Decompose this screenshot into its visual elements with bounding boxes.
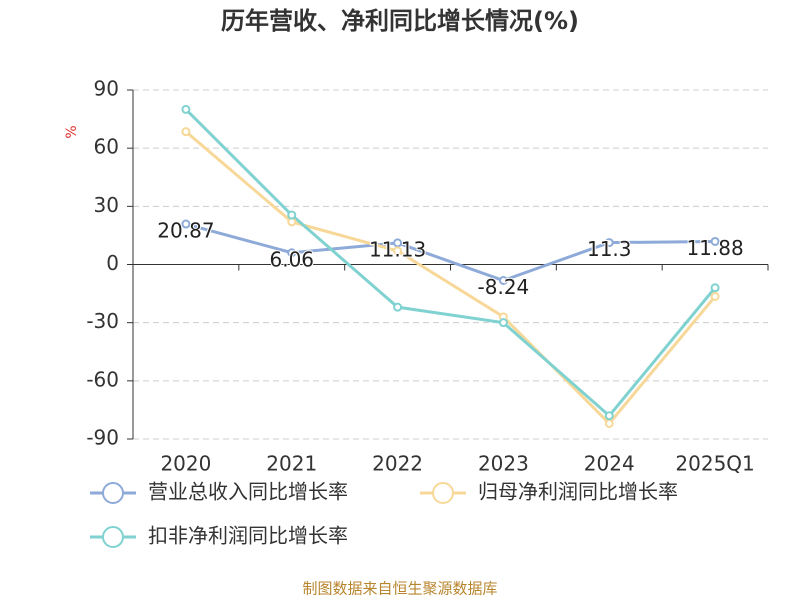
point (393, 246, 403, 256)
y-axis-label: % (64, 125, 80, 138)
point (498, 318, 508, 328)
legend-label: 归母净利润同比增长率 (478, 480, 678, 504)
legend-marker (432, 482, 454, 504)
point (604, 238, 614, 248)
y-tick-label: -60 (86, 367, 119, 391)
series-line (184, 108, 717, 418)
y-tick-label: 0 (106, 251, 119, 275)
y-tick-label: 30 (94, 193, 119, 217)
x-tick-label: 2020 (160, 452, 211, 476)
x-tick-label: 2021 (266, 452, 317, 476)
series-line (184, 130, 717, 426)
x-tick-label: 2024 (584, 452, 635, 476)
y-tick-label: 90 (94, 77, 119, 101)
point (181, 219, 191, 229)
point (710, 291, 720, 301)
point (498, 275, 508, 285)
data-label: 11.13 (369, 237, 426, 261)
data-label: 20.87 (157, 219, 214, 243)
point (604, 411, 614, 421)
data-label: -8.24 (478, 275, 530, 299)
point (710, 236, 720, 246)
legend-marker (102, 526, 124, 548)
legend-label: 营业总收入同比增长率 (148, 480, 348, 504)
point (604, 418, 614, 428)
x-tick-label: 2023 (478, 452, 529, 476)
point (181, 127, 191, 137)
chart-title: 历年营收、净利同比增长情况(%) (221, 7, 579, 35)
data-label: 11.3 (587, 237, 632, 261)
point (287, 210, 297, 220)
data-label: 6.06 (269, 247, 314, 271)
legend-label: 扣非净利润同比增长率 (148, 524, 348, 548)
point (393, 302, 403, 312)
x-tick-label: 2025Q1 (675, 452, 754, 476)
y-tick-label: -30 (86, 309, 119, 333)
point (287, 248, 297, 258)
data-label: 11.88 (686, 236, 743, 260)
y-tick-label: -90 (86, 426, 119, 450)
point (181, 104, 191, 114)
source-note: 制图数据来自恒生聚源数据库 (302, 580, 497, 598)
x-tick-label: 2022 (372, 452, 423, 476)
point (710, 283, 720, 293)
point (393, 238, 403, 248)
series-line (185, 222, 716, 283)
legend-marker (102, 482, 124, 504)
y-tick-label: 60 (94, 135, 119, 159)
